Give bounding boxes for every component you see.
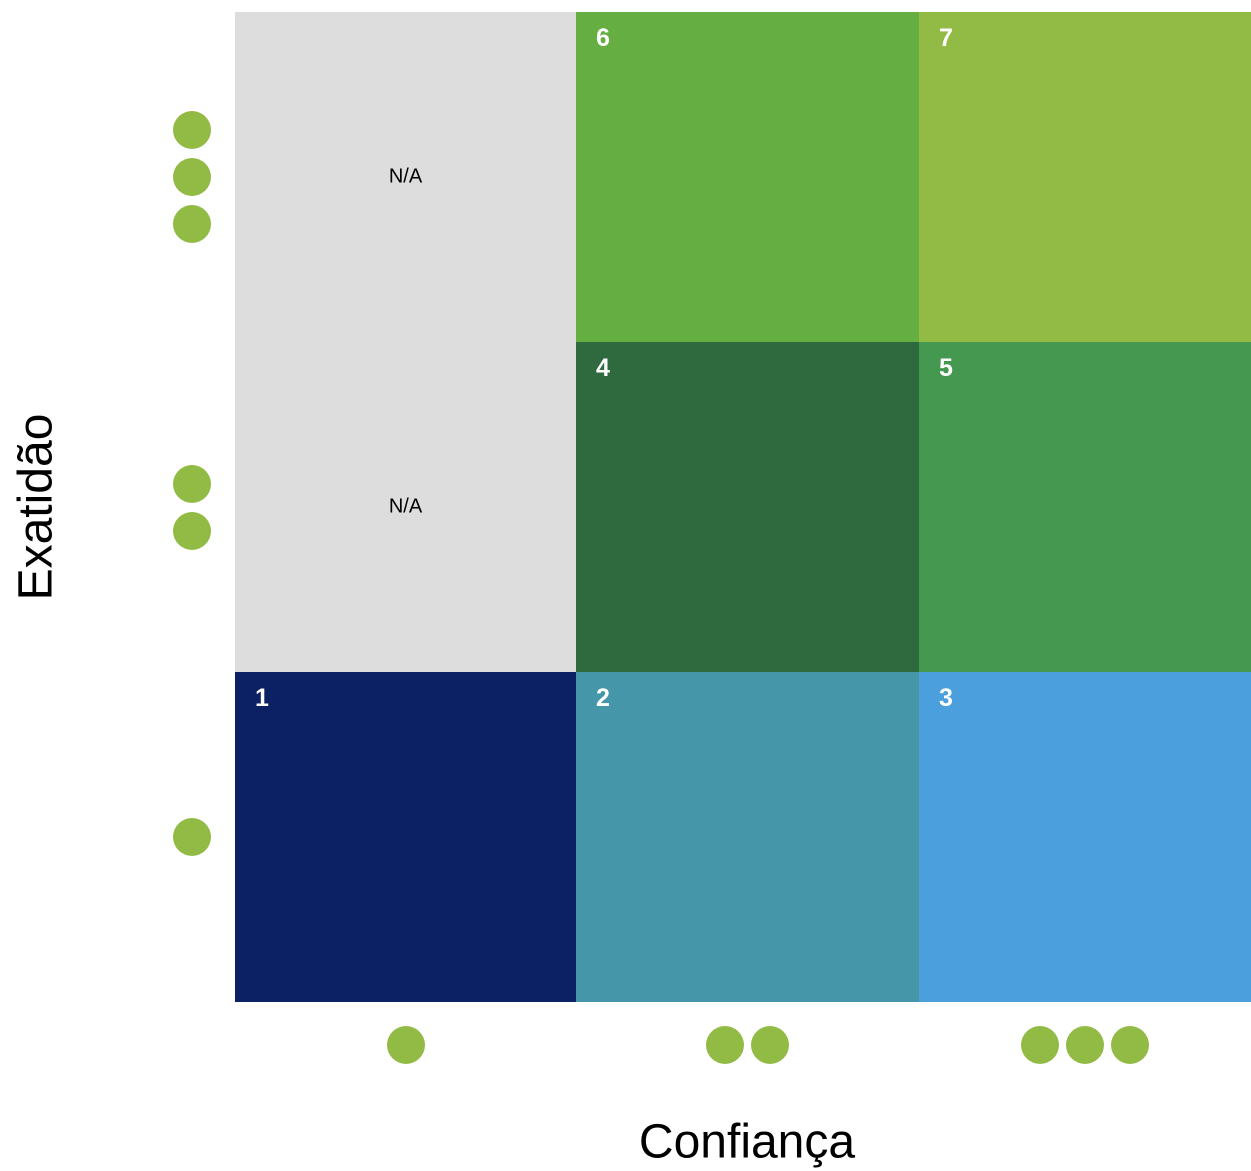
level-dot-icon bbox=[1021, 1026, 1059, 1064]
y-axis-title: Exatidão bbox=[9, 413, 63, 601]
cell-number: 6 bbox=[596, 24, 610, 52]
cell-number: 3 bbox=[939, 684, 953, 712]
matrix-cell: 2 bbox=[576, 672, 919, 1002]
cell-number: 5 bbox=[939, 354, 953, 382]
cell-number: 1 bbox=[255, 684, 269, 712]
matrix-cell: 6 bbox=[576, 12, 919, 342]
matrix-cell: N/A bbox=[235, 12, 576, 342]
cell-number: 4 bbox=[596, 354, 610, 382]
level-dot-icon bbox=[173, 158, 211, 196]
matrix-cell: 1 bbox=[235, 672, 576, 1002]
level-dot-icon bbox=[173, 818, 211, 856]
level-dot-icon bbox=[386, 1026, 425, 1064]
matrix-cell: 7 bbox=[919, 12, 1251, 342]
level-dot-icon bbox=[173, 464, 211, 503]
matrix-grid: N/A 6 7 N/A 4 5 1 2 3 bbox=[235, 12, 1251, 1002]
matrix-cell: N/A bbox=[235, 342, 576, 672]
cell-number: 2 bbox=[596, 684, 610, 712]
level-dot-icon bbox=[1066, 1026, 1104, 1064]
level-dot-icon bbox=[751, 1026, 789, 1064]
matrix-cell: 4 bbox=[576, 342, 919, 672]
matrix-cell: 3 bbox=[919, 672, 1251, 1002]
level-dot-icon bbox=[173, 511, 211, 550]
x-axis-title: Confiança bbox=[638, 1115, 856, 1169]
level-dot-icon bbox=[1111, 1026, 1149, 1064]
level-dot-icon bbox=[173, 205, 211, 243]
level-dot-icon bbox=[706, 1026, 744, 1064]
cell-na-label: N/A bbox=[388, 165, 423, 188]
matrix-cell: 5 bbox=[919, 342, 1251, 672]
cell-number: 7 bbox=[939, 24, 953, 52]
level-dot-icon bbox=[173, 111, 211, 149]
cell-na-label: N/A bbox=[388, 495, 423, 518]
